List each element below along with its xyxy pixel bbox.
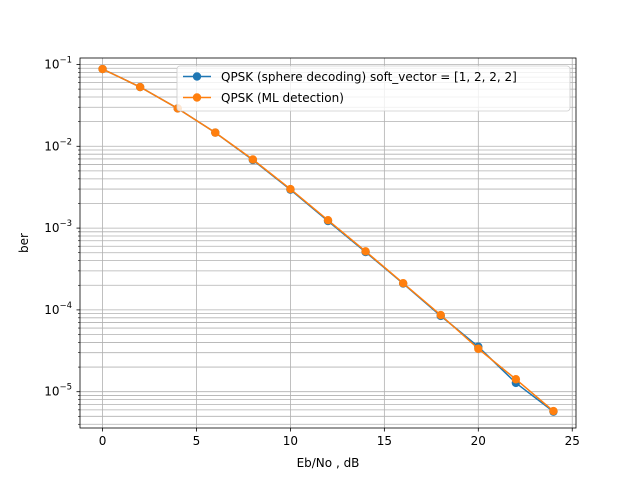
x-tick-label: 20: [471, 434, 486, 448]
y-tick-base: 10: [44, 221, 59, 235]
y-tick-label: 10−3: [44, 219, 72, 235]
data-point: [98, 64, 107, 74]
data-point: [474, 344, 483, 353]
y-tick-exponent: −3: [59, 219, 72, 229]
y-tick-label: 10−1: [44, 55, 72, 71]
x-tick-label: 0: [99, 434, 107, 448]
y-tick-base: 10: [44, 303, 59, 317]
x-tick-label: 25: [565, 434, 580, 448]
data-point: [361, 247, 370, 256]
data-point: [398, 279, 408, 288]
y-tick-label: 10−2: [44, 137, 72, 153]
y-tick-base: 10: [44, 57, 59, 71]
x-tick-label: 5: [193, 434, 201, 448]
y-tick-exponent: −1: [59, 55, 72, 65]
legend-label: QPSK (sphere decoding) soft_vector = [1,…: [221, 70, 517, 84]
y-tick-label: 10−4: [44, 301, 72, 317]
data-point: [323, 215, 333, 225]
y-tick-exponent: −4: [59, 301, 72, 311]
x-tick-label: 10: [283, 434, 298, 448]
data-point: [248, 155, 258, 164]
data-point: [211, 128, 220, 137]
data-point: [549, 406, 558, 416]
y-tick-exponent: −2: [59, 137, 72, 147]
y-axis-label: ber: [17, 233, 31, 253]
legend-item-2: QPSK (ML detection): [183, 91, 344, 105]
data-point: [135, 82, 145, 92]
legend-item-1: QPSK (sphere decoding) soft_vector = [1,…: [183, 70, 517, 84]
data-point: [286, 184, 295, 194]
legend-marker: [192, 72, 202, 81]
data-point: [511, 375, 521, 384]
plot-frame: [79, 57, 577, 429]
legend-box: [176, 65, 571, 112]
legend-marker: [192, 93, 202, 102]
data-point: [436, 310, 445, 320]
x-tick-label: 15: [377, 434, 392, 448]
y-tick-exponent: −5: [59, 383, 72, 393]
y-tick-label: 10−5: [44, 383, 72, 399]
legend: QPSK (sphere decoding) soft_vector = [1,…: [176, 65, 571, 112]
legend-label: QPSK (ML detection): [221, 91, 344, 105]
y-tick-base: 10: [44, 385, 59, 399]
x-axis-label: Eb/No , dB: [297, 456, 360, 470]
y-tick-base: 10: [44, 139, 59, 153]
